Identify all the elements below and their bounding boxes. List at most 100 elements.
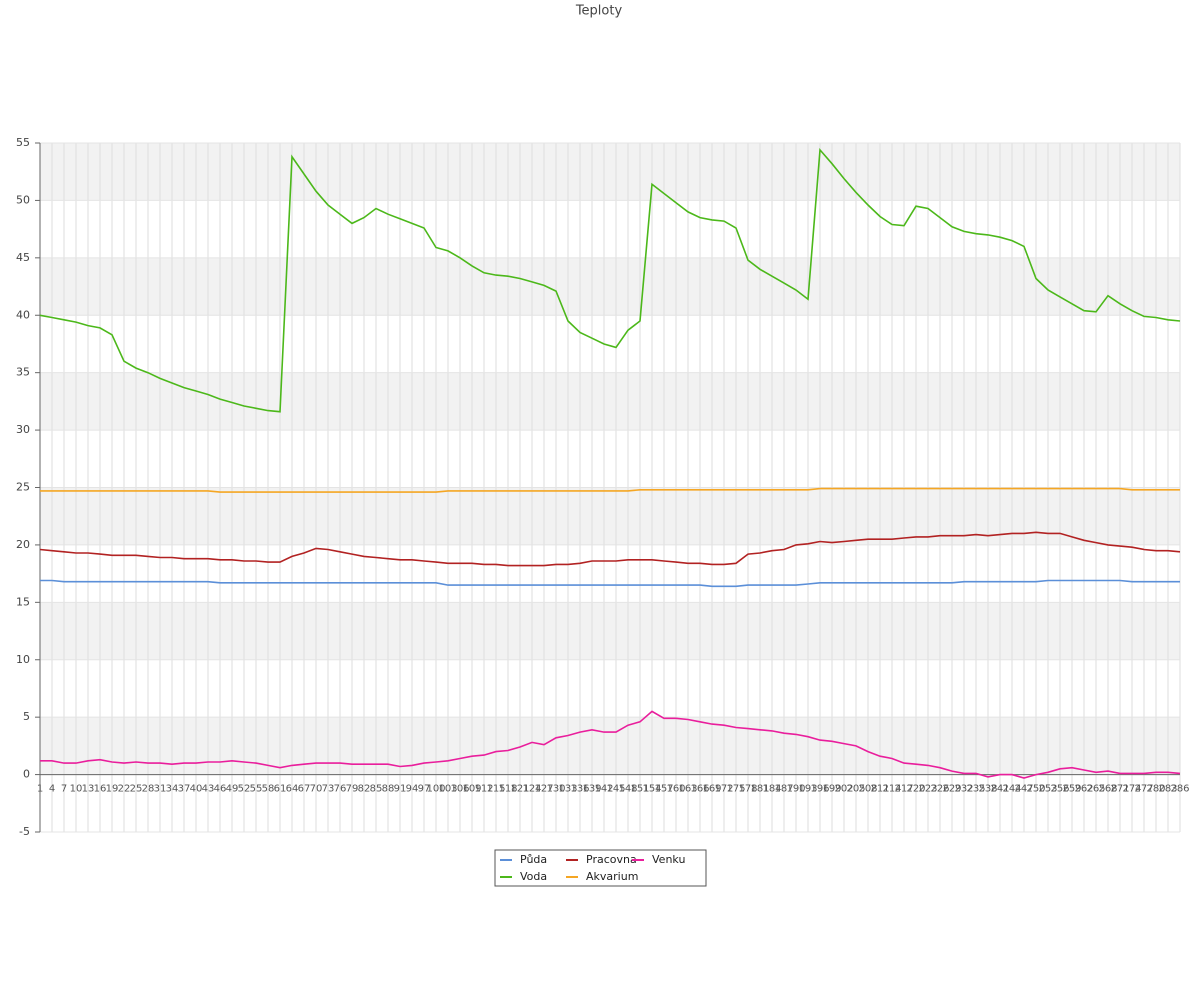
x-tick-label: 28 (142, 784, 155, 795)
legend-box (494, 849, 707, 887)
y-tick-label: 10 (16, 653, 30, 666)
y-tick-label: 35 (16, 366, 30, 379)
x-tick-label: 25 (130, 784, 143, 795)
x-tick-label: 157 (654, 784, 673, 795)
x-tick-label: 34 (166, 784, 179, 795)
x-tick-label: 145 (606, 784, 625, 795)
x-tick-label: 40 (190, 784, 203, 795)
x-tick-label: 184 (762, 784, 781, 795)
grid-band (40, 717, 1180, 775)
x-tick-label: 121 (510, 784, 529, 795)
x-tick-label: 112 (474, 784, 493, 795)
x-tick-label: 55 (250, 784, 263, 795)
series-line (40, 710, 1181, 779)
x-tick-label: 109 (462, 784, 481, 795)
x-tick-label: 244 (1002, 784, 1021, 795)
x-tick-label: 202 (834, 784, 853, 795)
y-tick-label: 5 (23, 710, 30, 723)
x-tick-label: 85 (370, 784, 383, 795)
x-tick-label: 124 (522, 784, 541, 795)
x-tick-label: 211 (870, 784, 889, 795)
x-tick-label: 214 (882, 784, 901, 795)
legend: Půda Voda Pracovna Akvarium Venku (500, 853, 685, 883)
series-line (40, 487, 1180, 493)
x-tick-label: 205 (846, 784, 865, 795)
grid-band (40, 602, 1180, 660)
x-tick-label: 79 (346, 784, 359, 795)
x-tick-label: 127 (534, 784, 553, 795)
legend-label: Venku (652, 853, 685, 866)
x-tick-label: 160 (666, 784, 685, 795)
x-tick-label: 226 (930, 784, 949, 795)
series-line (39, 531, 1181, 567)
x-tick-label: 136 (570, 784, 589, 795)
x-tick-label: 181 (750, 784, 769, 795)
x-tick-label: 100 (426, 784, 445, 795)
x-tick-label: 256 (1050, 784, 1069, 795)
x-tick-label: 229 (942, 784, 961, 795)
x-tick-label: 58 (262, 784, 275, 795)
x-tick-label: 283 (1158, 784, 1177, 795)
x-tick-label: 76 (334, 784, 347, 795)
x-tick-label: 271 (1110, 784, 1129, 795)
x-tick-label: 13 (82, 784, 95, 795)
legend-label: Voda (520, 870, 547, 883)
x-tick-label: 1 (37, 784, 43, 795)
x-tick-label: 4 (49, 784, 55, 795)
x-tick-label: 46 (214, 784, 227, 795)
legend-label: Akvarium (586, 870, 638, 883)
grid-band (40, 143, 1180, 201)
chart-title: Teploty (575, 4, 623, 19)
grid-band (40, 257, 1180, 316)
x-tick-label: 196 (810, 784, 829, 795)
x-tick-label: 277 (1134, 784, 1153, 795)
x-tick-label: 22 (118, 784, 131, 795)
y-tick-label: 0 (23, 768, 30, 781)
x-tick-label: 70 (310, 784, 323, 795)
y-tick-label: 15 (16, 595, 30, 608)
x-tick-label: 247 (1014, 784, 1033, 795)
x-tick-label: 232 (954, 784, 973, 795)
x-tick-label: 280 (1146, 784, 1165, 795)
x-tick-label: 250 (1026, 784, 1045, 795)
x-tick-label: 262 (1074, 784, 1093, 795)
x-tick-label: 19 (106, 784, 119, 795)
x-tick-label: 7 (61, 784, 67, 795)
x-tick-label: 49 (226, 784, 239, 795)
x-tick-label: 67 (298, 784, 311, 795)
y-tick-label: 50 (16, 193, 30, 206)
x-tick-label: 37 (178, 784, 191, 795)
x-tick-label: 253 (1038, 784, 1057, 795)
x-tick-label: 268 (1098, 784, 1117, 795)
x-tick-label: 220 (906, 784, 925, 795)
x-tick-label: 52 (238, 784, 251, 795)
x-tick-label: 142 (594, 784, 613, 795)
x-tick-label: 118 (498, 784, 517, 795)
x-tick-label: 115 (486, 784, 505, 795)
x-tick-label: 94 (406, 784, 419, 795)
x-tick-label: 106 (450, 784, 469, 795)
x-tick-label: 154 (642, 784, 661, 795)
x-tick-label: 187 (774, 784, 793, 795)
series-line (40, 579, 1180, 588)
y-tick-label: 30 (16, 423, 30, 436)
x-tick-label: 190 (786, 784, 805, 795)
x-tick-label: 151 (630, 784, 649, 795)
x-tick-label: 61 (274, 784, 287, 795)
x-tick-label: 88 (382, 784, 395, 795)
x-tick-label: 208 (858, 784, 877, 795)
x-tick-label: 130 (546, 784, 565, 795)
x-tick-label: 193 (798, 784, 817, 795)
x-tick-label: 103 (438, 784, 457, 795)
x-tick-label: 97 (418, 784, 431, 795)
grid-band (40, 487, 1180, 545)
x-tick-label: 73 (322, 784, 335, 795)
y-tick-label: 25 (16, 481, 30, 494)
x-tick-label: 175 (726, 784, 745, 795)
x-tick-label: 10 (70, 784, 83, 795)
x-tick-label: 274 (1122, 784, 1141, 795)
x-tick-label: 163 (678, 784, 697, 795)
x-tick-label: 31 (154, 784, 167, 795)
x-tick-label: 217 (894, 784, 913, 795)
